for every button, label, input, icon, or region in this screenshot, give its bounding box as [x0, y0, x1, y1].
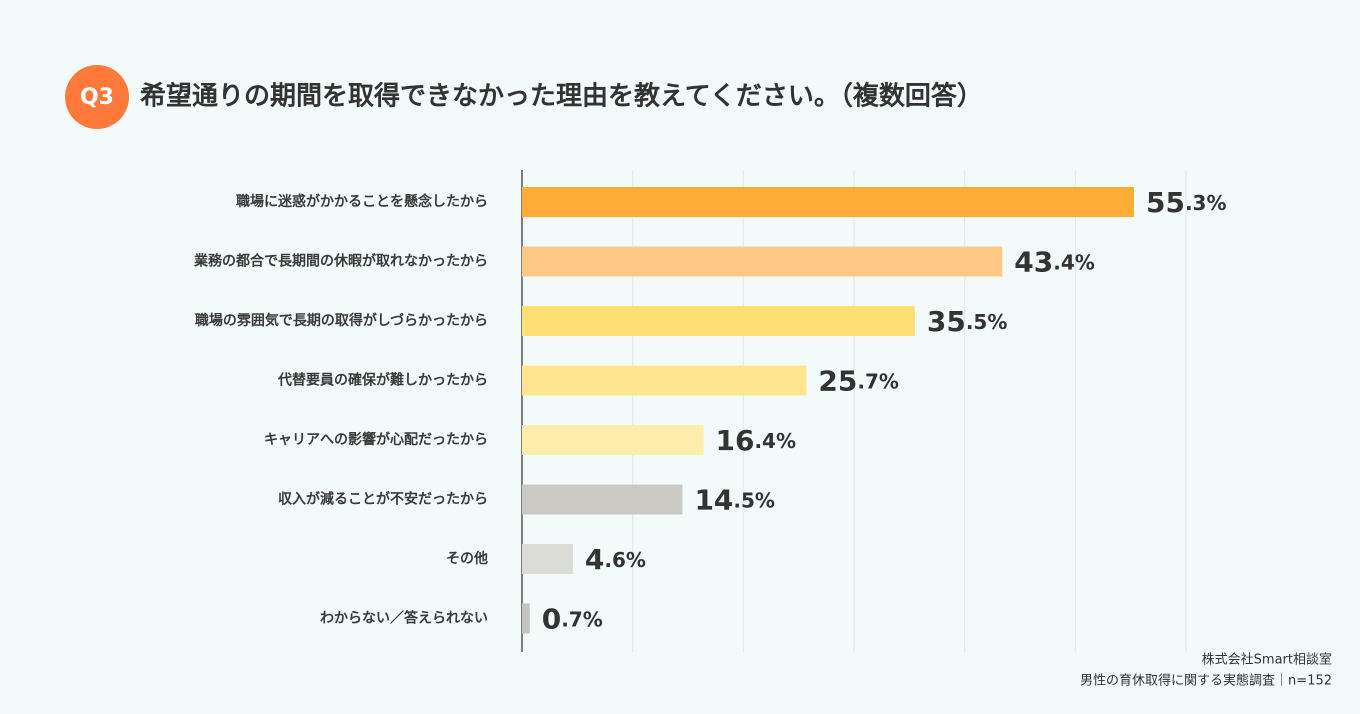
value-label: 14.5%: [694, 484, 775, 517]
value-label: 35.5%: [927, 305, 1008, 338]
bar: [522, 246, 1003, 277]
bar: [522, 306, 915, 336]
category-label: 収入が減ることが不安だったから: [278, 491, 488, 508]
value-label: 43.4%: [1014, 246, 1095, 279]
source: 男性の育休取得に関する実態調査｜n=152: [1080, 673, 1332, 689]
bar: [522, 603, 530, 634]
value-label: 0.7%: [542, 603, 603, 636]
bar: [522, 187, 1134, 217]
category-label: 代替要員の確保が難しかったから: [277, 372, 488, 389]
bar: [522, 484, 683, 515]
category-label: その他: [446, 550, 488, 567]
value-label: 25.7%: [818, 365, 899, 398]
category-label: わからない／答えられない: [320, 610, 488, 627]
badge-circle: [65, 65, 129, 129]
category-label: 職場の雰囲気で長期の取得がしづらかったから: [195, 312, 488, 329]
bar: [522, 425, 704, 455]
badge: Q3: [80, 85, 114, 110]
category-label: 職場に迷惑がかかることを懸念したから: [236, 193, 488, 210]
chart-title: 希望通りの期間を取得できなかった理由を教えてください。（複数回答）: [140, 81, 983, 112]
bar: [522, 365, 807, 396]
category-label: キャリアへの影響が心配だったから: [264, 431, 488, 448]
value-label: 55.3%: [1146, 186, 1227, 219]
value-label: 4.6%: [585, 543, 646, 576]
bar: [522, 544, 573, 574]
category-label: 業務の都合で長期間の休暇が取れなかったから: [193, 253, 488, 270]
value-label: 16.4%: [715, 424, 796, 457]
source: 株式会社Smart相談室: [1202, 652, 1332, 668]
